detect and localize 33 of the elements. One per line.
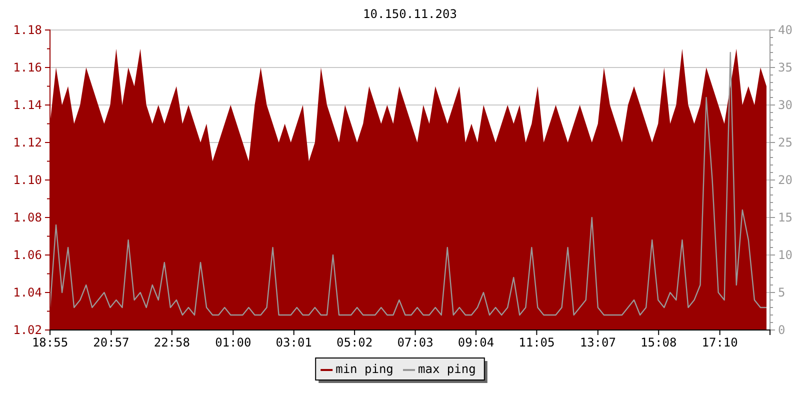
x-tick-label: 05:02: [336, 336, 373, 350]
legend-label: min ping: [336, 362, 394, 376]
x-tick-label: 18:55: [32, 336, 68, 350]
y2-tick-label: 5: [778, 285, 786, 300]
y2-tick-label: 15: [778, 210, 792, 224]
y2-tick-label: 30: [778, 98, 792, 112]
x-tick-label: 17:10: [702, 336, 738, 350]
y2-tick-label: 0: [778, 322, 786, 337]
x-tick-label: 11:05: [518, 336, 555, 350]
y2-tick-label: 10: [778, 248, 792, 262]
y2-tick-label: 20: [778, 172, 792, 187]
x-tick-label: 03:01: [276, 336, 312, 350]
y-tick-label: 1.12: [13, 135, 42, 150]
x-tick-label: 15:08: [640, 336, 677, 350]
y-tick-label: 1.14: [13, 98, 42, 112]
y-tick-label: 1.06: [13, 248, 42, 262]
y-tick-label: 1.10: [13, 172, 42, 187]
y-tick-label: 1.16: [13, 60, 42, 74]
y-tick-label: 1.02: [13, 322, 42, 337]
y2-tick-label: 40: [778, 22, 792, 37]
x-tick-label: 01:00: [215, 336, 252, 350]
x-tick-label: 07:03: [397, 336, 434, 350]
legend-label: max ping: [418, 362, 476, 376]
y2-tick-label: 35: [778, 60, 792, 74]
y2-tick-label: 25: [778, 135, 792, 150]
x-tick-label: 09:04: [458, 336, 494, 350]
y-tick-label: 1.18: [13, 22, 42, 37]
x-tick-label: 20:57: [93, 336, 130, 350]
y-tick-label: 1.04: [13, 285, 42, 300]
x-tick-label: 22:58: [154, 336, 190, 350]
chart-title: 10.150.11.203: [363, 7, 457, 21]
x-tick-label: 13:07: [580, 336, 616, 350]
y-tick-label: 1.08: [13, 210, 42, 224]
